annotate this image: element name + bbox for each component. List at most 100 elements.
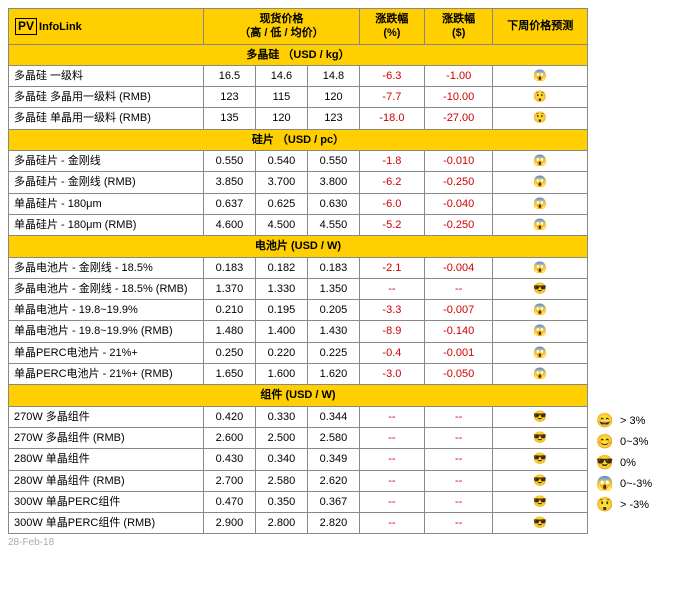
legend-item: 😎0% bbox=[596, 454, 652, 471]
logo-box: PV bbox=[15, 18, 37, 36]
change-pct: -3.0 bbox=[359, 364, 424, 385]
change-pct: -6.0 bbox=[359, 193, 424, 214]
price-low: 4.500 bbox=[255, 214, 307, 235]
table-row: 280W 单晶组件0.4300.3400.349----😎 bbox=[9, 449, 588, 470]
change-usd: -27.00 bbox=[424, 108, 493, 129]
forecast-icon: 😱 bbox=[493, 321, 588, 342]
change-pct: -3.3 bbox=[359, 300, 424, 321]
table-row: 300W 单晶PERC组件 (RMB)2.9002.8002.820----😎 bbox=[9, 513, 588, 534]
legend-item: 😄> 3% bbox=[596, 412, 652, 429]
forecast-icon: 😱 bbox=[493, 257, 588, 278]
change-pct: -18.0 bbox=[359, 108, 424, 129]
product-name: 多晶硅 单晶用一级料 (RMB) bbox=[9, 108, 204, 129]
price-low: 1.600 bbox=[255, 364, 307, 385]
product-name: 单晶硅片 - 180μm bbox=[9, 193, 204, 214]
change-pct: -- bbox=[359, 427, 424, 448]
price-low: 115 bbox=[255, 87, 307, 108]
price-avg: 0.550 bbox=[307, 151, 359, 172]
logo-text: InfoLink bbox=[39, 21, 82, 33]
change-usd: -0.004 bbox=[424, 257, 493, 278]
price-low: 0.182 bbox=[255, 257, 307, 278]
legend-icon: 😊 bbox=[596, 433, 614, 450]
product-name: 单晶PERC电池片 - 21%+ (RMB) bbox=[9, 364, 204, 385]
price-low: 1.330 bbox=[255, 278, 307, 299]
forecast-icon: 😎 bbox=[493, 470, 588, 491]
forecast-icon: 😎 bbox=[493, 278, 588, 299]
change-usd: -- bbox=[424, 513, 493, 534]
legend-label: 0~3% bbox=[620, 436, 648, 448]
legend-label: > -3% bbox=[620, 499, 649, 511]
change-pct: -2.1 bbox=[359, 257, 424, 278]
table-row: 单晶电池片 - 19.8~19.9% (RMB)1.4801.4001.430-… bbox=[9, 321, 588, 342]
price-high: 0.550 bbox=[203, 151, 255, 172]
price-avg: 1.350 bbox=[307, 278, 359, 299]
product-name: 280W 单晶组件 (RMB) bbox=[9, 470, 204, 491]
header-pct: 涨跌幅 (%) bbox=[359, 9, 424, 45]
table-row: 270W 多晶组件 (RMB)2.6002.5002.580----😎 bbox=[9, 427, 588, 448]
price-high: 1.650 bbox=[203, 364, 255, 385]
price-avg: 123 bbox=[307, 108, 359, 129]
change-pct: -- bbox=[359, 406, 424, 427]
table-row: 270W 多晶组件0.4200.3300.344----😎 bbox=[9, 406, 588, 427]
table-row: 单晶PERC电池片 - 21%+ (RMB)1.6501.6001.620-3.… bbox=[9, 364, 588, 385]
product-name: 单晶电池片 - 19.8~19.9% (RMB) bbox=[9, 321, 204, 342]
change-usd: -1.00 bbox=[424, 65, 493, 86]
price-avg: 2.620 bbox=[307, 470, 359, 491]
change-pct: -0.4 bbox=[359, 342, 424, 363]
change-usd: -0.250 bbox=[424, 172, 493, 193]
price-avg: 0.367 bbox=[307, 491, 359, 512]
forecast-icon: 😱 bbox=[493, 193, 588, 214]
table-row: 多晶硅片 - 金刚线0.5500.5400.550-1.8-0.010😱 bbox=[9, 151, 588, 172]
product-name: 270W 多晶组件 bbox=[9, 406, 204, 427]
forecast-icon: 😱 bbox=[493, 172, 588, 193]
forecast-icon: 😎 bbox=[493, 427, 588, 448]
price-low: 1.400 bbox=[255, 321, 307, 342]
logo-cell: PVInfoLink bbox=[9, 9, 204, 45]
price-avg: 14.8 bbox=[307, 65, 359, 86]
price-low: 2.800 bbox=[255, 513, 307, 534]
change-pct: -- bbox=[359, 470, 424, 491]
forecast-icon: 😎 bbox=[493, 406, 588, 427]
product-name: 270W 多晶组件 (RMB) bbox=[9, 427, 204, 448]
table-row: 280W 单晶组件 (RMB)2.7002.5802.620----😎 bbox=[9, 470, 588, 491]
price-high: 3.850 bbox=[203, 172, 255, 193]
table-row: 单晶硅片 - 180μm (RMB)4.6004.5004.550-5.2-0.… bbox=[9, 214, 588, 235]
change-usd: -0.010 bbox=[424, 151, 493, 172]
price-avg: 0.205 bbox=[307, 300, 359, 321]
price-low: 120 bbox=[255, 108, 307, 129]
table-row: 多晶硅 单晶用一级料 (RMB)135120123-18.0-27.00😲 bbox=[9, 108, 588, 129]
change-pct: -- bbox=[359, 513, 424, 534]
product-name: 多晶硅 多晶用一级料 (RMB) bbox=[9, 87, 204, 108]
price-avg: 0.225 bbox=[307, 342, 359, 363]
price-table: PVInfoLink 现货价格 （高 / 低 / 均价） 涨跌幅 (%) 涨跌幅… bbox=[8, 8, 588, 534]
forecast-icon: 😱 bbox=[493, 342, 588, 363]
product-name: 多晶电池片 - 金刚线 - 18.5% bbox=[9, 257, 204, 278]
price-low: 0.625 bbox=[255, 193, 307, 214]
product-name: 单晶硅片 - 180μm (RMB) bbox=[9, 214, 204, 235]
table-row: 单晶硅片 - 180μm0.6370.6250.630-6.0-0.040😱 bbox=[9, 193, 588, 214]
legend-icon: 😎 bbox=[596, 454, 614, 471]
table-row: 多晶硅 多晶用一级料 (RMB)123115120-7.7-10.00😲 bbox=[9, 87, 588, 108]
price-high: 0.250 bbox=[203, 342, 255, 363]
product-name: 单晶PERC电池片 - 21%+ bbox=[9, 342, 204, 363]
table-row: 单晶PERC电池片 - 21%+0.2500.2200.225-0.4-0.00… bbox=[9, 342, 588, 363]
change-usd: -10.00 bbox=[424, 87, 493, 108]
change-usd: -0.040 bbox=[424, 193, 493, 214]
legend: 😄> 3%😊0~3%😎0%😱0~-3%😲> -3% bbox=[596, 408, 652, 517]
change-pct: -8.9 bbox=[359, 321, 424, 342]
price-high: 4.600 bbox=[203, 214, 255, 235]
price-low: 0.340 bbox=[255, 449, 307, 470]
price-avg: 0.344 bbox=[307, 406, 359, 427]
price-avg: 1.620 bbox=[307, 364, 359, 385]
change-usd: -0.007 bbox=[424, 300, 493, 321]
change-usd: -- bbox=[424, 406, 493, 427]
price-avg: 4.550 bbox=[307, 214, 359, 235]
forecast-icon: 😱 bbox=[493, 364, 588, 385]
change-pct: -- bbox=[359, 491, 424, 512]
price-low: 2.580 bbox=[255, 470, 307, 491]
legend-item: 😲> -3% bbox=[596, 496, 652, 513]
product-name: 300W 单晶PERC组件 bbox=[9, 491, 204, 512]
change-pct: -6.3 bbox=[359, 65, 424, 86]
change-usd: -0.250 bbox=[424, 214, 493, 235]
price-low: 0.540 bbox=[255, 151, 307, 172]
